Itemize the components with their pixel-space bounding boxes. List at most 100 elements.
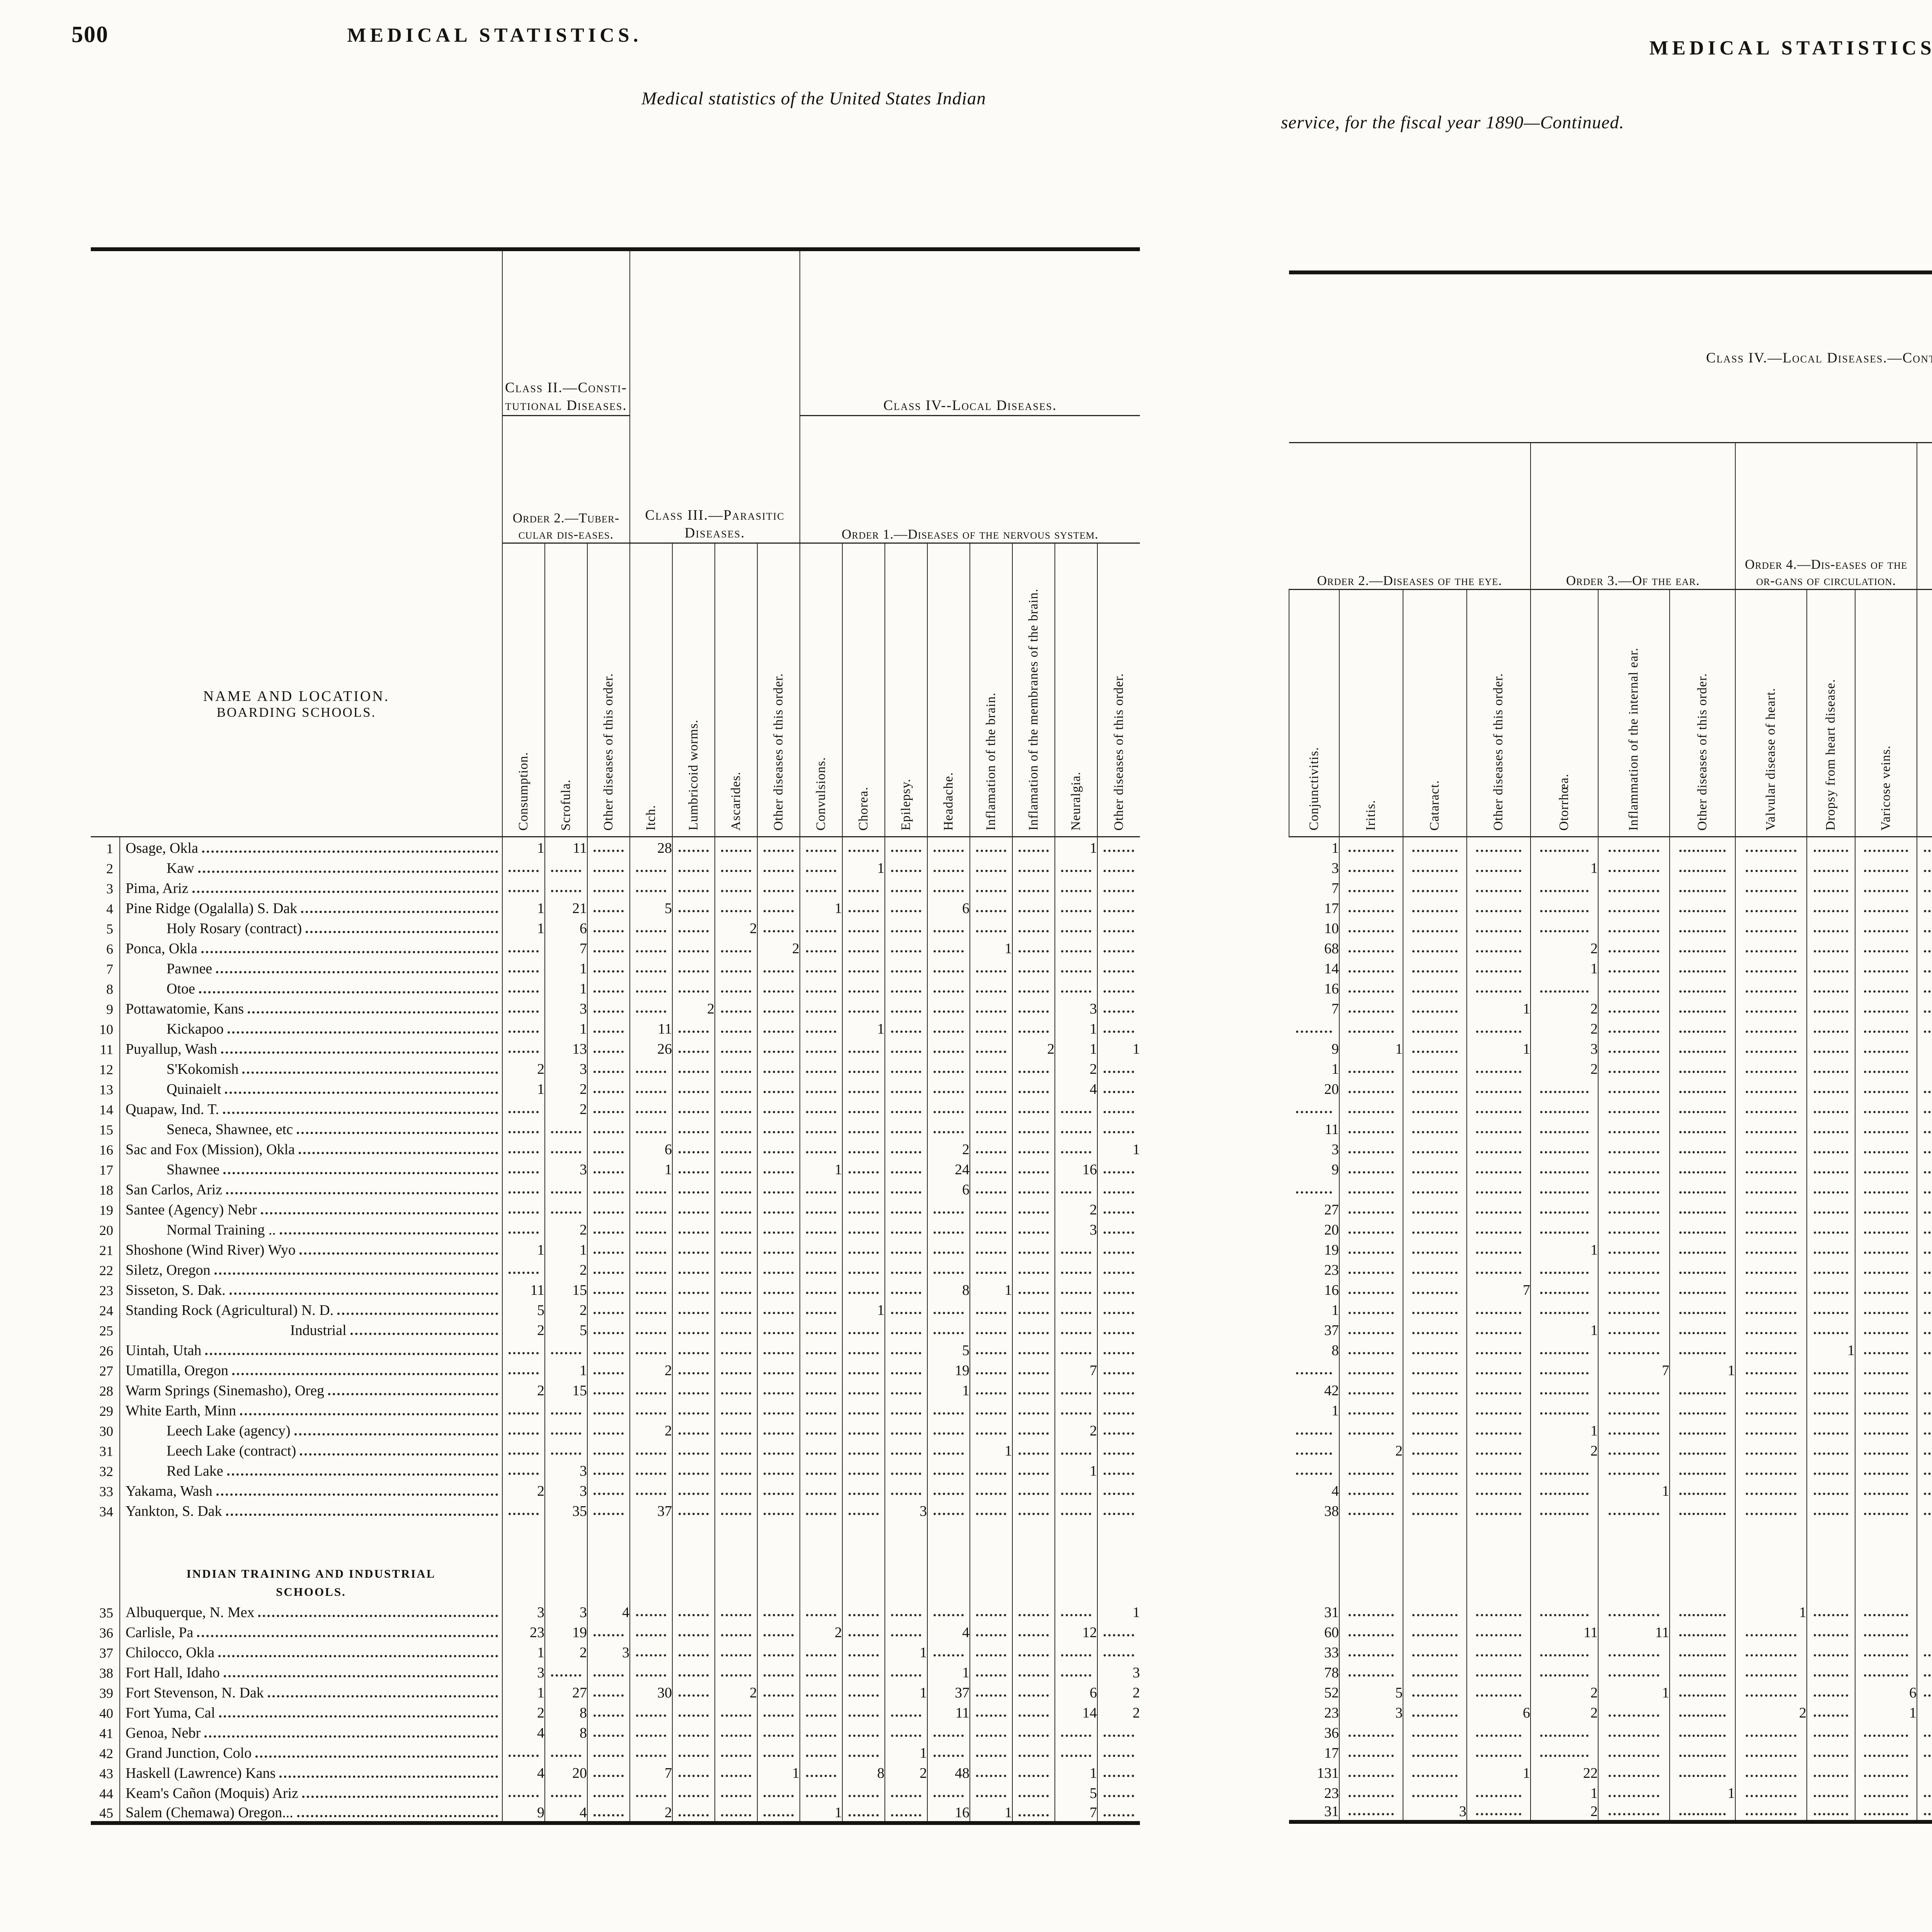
- section-empty-cell: [544, 1520, 588, 1601]
- data-cell: [757, 1198, 801, 1218]
- data-cell: [544, 1399, 588, 1419]
- empty-cell-dots: [1814, 1131, 1848, 1133]
- empty-cell-dots: [764, 1714, 794, 1717]
- empty-cell-dots: [1679, 1091, 1726, 1093]
- empty-cell-dots: [849, 1735, 879, 1737]
- empty-cell-dots: [1061, 1412, 1091, 1415]
- empty-cell-dots: [1540, 1392, 1588, 1395]
- empty-cell-dots: [1476, 1151, 1522, 1153]
- data-cell: [1054, 1259, 1098, 1279]
- data-cell: 1: [1917, 1701, 1932, 1721]
- data-cell: [1917, 857, 1932, 877]
- empty-cell-dots: [1864, 1614, 1908, 1616]
- empty-cell-dots: [1608, 1412, 1660, 1415]
- empty-cell-dots: [934, 850, 964, 852]
- empty-cell-dots: [1608, 1272, 1660, 1274]
- data-cell: [714, 1399, 758, 1419]
- data-cell: [757, 1299, 801, 1319]
- data-cell: [1735, 1279, 1807, 1299]
- row-number-cell: 41: [91, 1721, 120, 1742]
- data-cell: [587, 1621, 631, 1641]
- data-cell: [1855, 1178, 1917, 1198]
- empty-cell-dots: [976, 1714, 1006, 1717]
- data-cell: [1403, 1259, 1467, 1279]
- data-cell: [842, 1098, 886, 1118]
- data-cell: [502, 1500, 546, 1520]
- data-cell: [1806, 997, 1855, 1017]
- data-cell: 5: [1339, 1681, 1403, 1701]
- empty-cell-dots: [1104, 1392, 1134, 1395]
- data-cell: [884, 877, 928, 897]
- data-cell: [629, 957, 673, 977]
- data-cell: [1855, 1601, 1917, 1621]
- data-cell: [969, 1681, 1013, 1701]
- data-cell: [757, 1037, 801, 1058]
- data-cell: [757, 1279, 801, 1299]
- data-cell: [842, 1500, 886, 1520]
- empty-cell-dots: [1019, 990, 1049, 993]
- data-cell: [587, 937, 631, 957]
- data-cell: [969, 1158, 1013, 1178]
- empty-cell-dots: [1814, 1654, 1848, 1656]
- data-cell: [1054, 1178, 1098, 1198]
- section-empty-cell: [969, 1520, 1013, 1601]
- data-cell: [1339, 1098, 1403, 1118]
- empty-cell-dots: [849, 1131, 879, 1133]
- data-cell: [927, 1641, 971, 1661]
- empty-cell-dots: [1540, 1272, 1588, 1274]
- data-cell: 2: [544, 1299, 588, 1319]
- data-cell: [757, 1017, 801, 1037]
- empty-cell-dots: [551, 1452, 581, 1455]
- empty-cell-dots: [1679, 1513, 1726, 1515]
- empty-cell-dots: [1608, 1111, 1660, 1113]
- empty-cell-dots: [934, 1010, 964, 1013]
- empty-cell-dots: [1348, 1151, 1394, 1153]
- table-row: 105: [1289, 917, 1932, 937]
- data-cell: [884, 1782, 928, 1802]
- empty-cell-dots: [1608, 1813, 1660, 1815]
- data-cell: [1735, 1218, 1807, 1238]
- data-cell: [1735, 1178, 1807, 1198]
- data-cell: 1: [502, 1078, 546, 1098]
- empty-cell-dots: [1061, 1332, 1091, 1334]
- data-cell: [842, 1459, 886, 1480]
- data-cell: [1598, 1641, 1670, 1661]
- empty-cell-dots: [1476, 1191, 1522, 1194]
- data-cell: [1466, 957, 1531, 977]
- data-cell: 7: [1289, 877, 1340, 897]
- data-cell: [629, 917, 673, 937]
- school-name: Puyallup, Wash: [126, 1041, 217, 1057]
- data-cell: [1917, 1379, 1932, 1399]
- data-cell: [1806, 1037, 1855, 1058]
- data-cell: [1339, 1339, 1403, 1359]
- school-name: Fort Hall, Idaho: [126, 1665, 220, 1681]
- empty-cell-dots: [679, 1071, 709, 1073]
- data-cell: 1: [1669, 1782, 1736, 1802]
- data-cell: [714, 1058, 758, 1078]
- data-cell: [1097, 1742, 1140, 1762]
- data-cell: [757, 1721, 801, 1742]
- data-cell: [672, 1762, 716, 1782]
- data-cell: [1855, 1118, 1917, 1138]
- dot-leader: [221, 1038, 498, 1054]
- school-name: White Earth, Minn: [126, 1403, 236, 1419]
- data-cell: [799, 1762, 843, 1782]
- empty-cell-dots: [976, 1694, 1006, 1697]
- empty-cell-dots: [1679, 1654, 1726, 1656]
- data-cell: [1012, 1782, 1056, 1802]
- data-cell: [1917, 1439, 1932, 1459]
- empty-cell-dots: [849, 1252, 879, 1254]
- dot-leader: [216, 1480, 498, 1496]
- data-cell: [1054, 1138, 1098, 1158]
- empty-cell-dots: [1061, 1191, 1091, 1194]
- column-header-inflamation-of-the-brain: Inflamation of the brain.: [969, 543, 1013, 837]
- empty-cell-dots: [1679, 1493, 1726, 1495]
- empty-cell-dots: [594, 1191, 624, 1194]
- school-name-cell: Haskell (Lawrence) Kans: [119, 1762, 503, 1782]
- data-cell: [1403, 1500, 1467, 1520]
- empty-cell-dots: [1061, 1131, 1091, 1133]
- column-header-itch: Itch.: [629, 543, 673, 837]
- empty-cell-dots: [721, 950, 751, 952]
- data-cell: [1917, 1138, 1932, 1158]
- data-cell: [1598, 1218, 1670, 1238]
